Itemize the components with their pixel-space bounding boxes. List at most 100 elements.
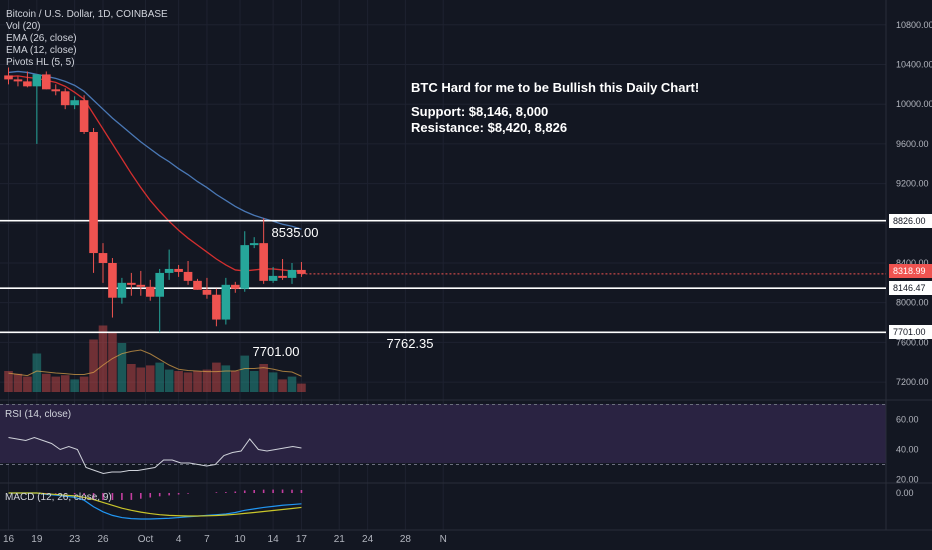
- macd-signal-line: [8, 492, 302, 517]
- candle-body: [23, 81, 32, 87]
- volume-bar: [127, 364, 136, 392]
- macd-histogram-bar: [253, 490, 255, 493]
- candle-body: [249, 243, 259, 246]
- volume-bar: [4, 371, 13, 392]
- price-tag-current: 8318.99: [889, 264, 932, 278]
- candle-body: [193, 280, 202, 290]
- legend-volume[interactable]: Vol (20): [6, 21, 41, 32]
- volume-bar: [98, 325, 108, 392]
- macd-histogram-bar: [45, 493, 48, 494]
- macd-histogram-bar: [121, 493, 123, 500]
- time-tick-label: Oct: [138, 534, 154, 545]
- candle-body: [212, 294, 221, 320]
- volume-bar: [42, 373, 51, 392]
- macd-histogram-bar: [225, 492, 227, 493]
- candle-body: [287, 269, 297, 278]
- volume-bar: [231, 371, 240, 392]
- rsi-band: [0, 404, 886, 463]
- macd-histogram-bar: [272, 489, 274, 493]
- macd-histogram-bar: [234, 491, 237, 493]
- macd-histogram-bar: [300, 490, 303, 493]
- price-tick-label: 9600.00: [896, 139, 929, 149]
- candle-body: [32, 74, 42, 87]
- macd-label[interactable]: MACD (12, 26, close, 9): [5, 492, 112, 503]
- macd-histogram-bar: [177, 493, 180, 495]
- macd-line: [8, 492, 302, 520]
- volume-layer: [4, 325, 306, 392]
- time-tick-label: N: [440, 534, 447, 545]
- macd-histogram-bar: [64, 493, 66, 494]
- volume-bar: [249, 371, 259, 392]
- macd-histogram-bar: [73, 493, 76, 495]
- volume-bar: [193, 371, 202, 392]
- ema12-line: [8, 75, 302, 272]
- volume-bar: [13, 373, 23, 392]
- candle-body: [4, 75, 13, 80]
- candle-body: [98, 253, 108, 263]
- volume-bar: [89, 339, 98, 392]
- time-tick-label: 14: [268, 534, 280, 545]
- volume-bar: [136, 367, 146, 392]
- macd-tick-label: 0.00: [896, 488, 914, 498]
- price-tag-resistance: 8826.00: [889, 214, 932, 228]
- candle-body: [89, 131, 98, 254]
- macd-histogram-bar: [291, 489, 293, 493]
- volume-bar: [297, 383, 306, 392]
- volume-bar: [145, 365, 155, 392]
- time-tick-label: 4: [176, 534, 182, 545]
- macd-histogram-bar: [54, 493, 57, 494]
- candle-body: [221, 284, 231, 320]
- price-tag-support: 8146.47: [889, 281, 932, 295]
- time-tick-label: 24: [362, 534, 374, 545]
- time-tick-label: 26: [97, 534, 109, 545]
- legend-ema12[interactable]: EMA (12, close): [6, 45, 77, 56]
- legend-ema26[interactable]: EMA (26, close): [6, 33, 77, 44]
- legend-pivots[interactable]: Pivots HL (5, 5): [6, 57, 75, 68]
- price-tick-label: 7600.00: [896, 337, 929, 347]
- pivot-low-label-2: 7762.35: [386, 336, 434, 351]
- candle-body: [268, 275, 278, 281]
- macd-histogram-bar: [187, 493, 189, 494]
- annotation-resistance: Resistance: $8,420, 8,826: [411, 120, 568, 135]
- price-tick-label: 10400.00: [896, 60, 932, 70]
- candle-body: [136, 284, 146, 287]
- macd-histogram-bar: [83, 493, 85, 496]
- volume-bar: [202, 369, 212, 392]
- volume-ma-line: [8, 349, 302, 377]
- volume-bar: [108, 332, 117, 392]
- candle-body: [164, 268, 174, 273]
- candle-body: [117, 282, 127, 298]
- candle-body: [79, 100, 89, 132]
- pane-backgrounds: [0, 0, 932, 531]
- rsi-label[interactable]: RSI (14, close): [5, 409, 72, 420]
- volume-bar: [221, 365, 231, 392]
- macd-histogram-bar: [262, 489, 265, 493]
- price-tick-label: 7200.00: [896, 377, 929, 387]
- volume-bar: [164, 369, 174, 392]
- legend-symbol[interactable]: Bitcoin / U.S. Dollar, 1D, COINBASE: [6, 9, 168, 20]
- candle-body: [278, 275, 287, 278]
- volume-bar: [117, 343, 127, 392]
- price-tick-label: 8000.00: [896, 298, 929, 308]
- price-tick-label: 8400.00: [896, 258, 929, 268]
- volume-bar: [287, 376, 297, 392]
- time-tick-label: 23: [69, 534, 81, 545]
- macd-histogram-bar: [140, 493, 142, 499]
- time-tick-label: 16: [3, 534, 15, 545]
- candle-body: [51, 89, 61, 92]
- volume-bar: [23, 376, 32, 392]
- time-tick-label: 10: [234, 534, 246, 545]
- candle-body: [13, 79, 23, 82]
- candles-layer: [4, 67, 306, 333]
- ema26-line: [8, 70, 302, 230]
- macd-histogram-bar: [158, 493, 161, 497]
- price-tick-label: 10000.00: [896, 99, 932, 109]
- axes-layer: 10800.00 10400.00 10000.00 9600.00 9200.00 88…: [3, 20, 932, 545]
- volume-bar: [212, 362, 221, 392]
- price-tick-label: 10800.00: [896, 20, 932, 30]
- rsi-tick-label: 60.00: [896, 415, 919, 425]
- volume-bar: [183, 372, 193, 392]
- volume-bar: [79, 376, 89, 392]
- volume-bar: [70, 379, 79, 392]
